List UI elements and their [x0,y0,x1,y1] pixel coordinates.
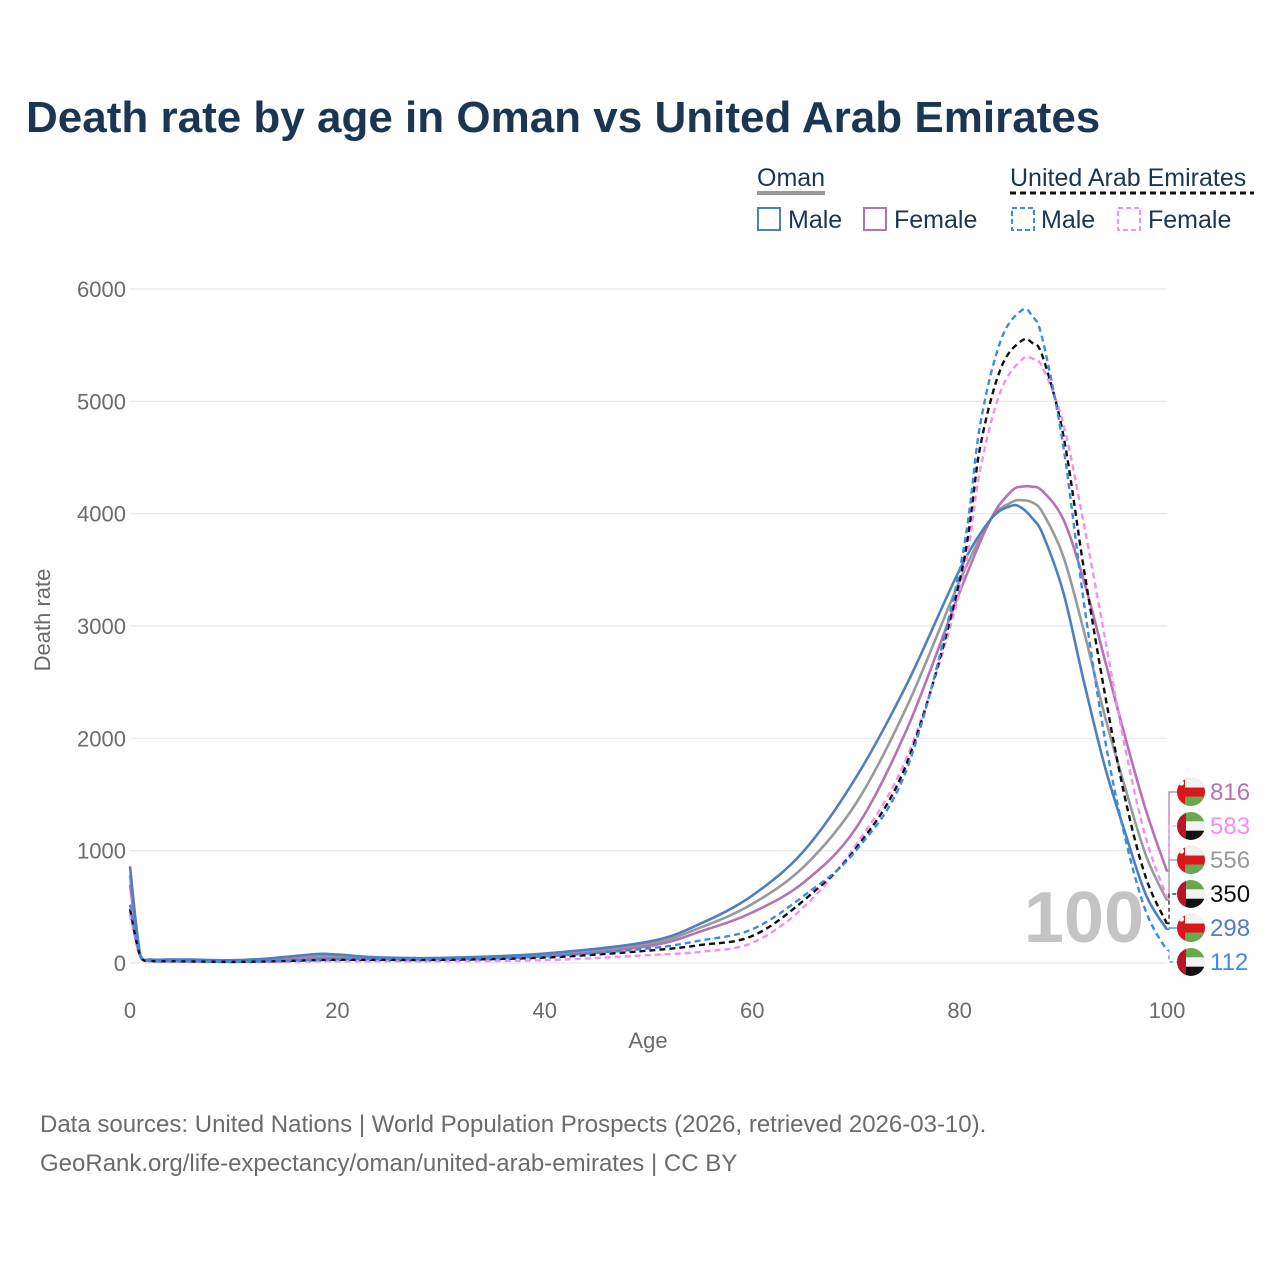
y-tick-3000: 3000 [77,614,126,639]
legend-uae-male: Male [1041,206,1095,234]
end-connector-uae-total [1167,893,1177,925]
y-tick-4000: 4000 [77,502,126,527]
legend-uae-female-swatch [1117,207,1141,231]
series-line-oman-total [128,498,1169,962]
end-value-oman-total: 556 [1210,847,1250,874]
x-tick-60: 60 [740,998,764,1023]
series-line-uae-female [128,355,1169,964]
series-line-oman-male [128,503,1169,962]
end-value-uae-total: 350 [1210,881,1250,908]
series-line-oman-female [128,484,1169,963]
oman-flag-icon [1177,846,1205,874]
uae-flag-icon [1177,880,1205,908]
oman-flag-icon [1177,778,1205,806]
x-tick-40: 40 [533,998,557,1023]
legend-oman-male: Male [788,206,842,234]
x-tick-100: 100 [1149,998,1186,1023]
legend-oman-female: Female [894,206,977,234]
grid [130,288,1167,964]
end-value-uae-male: 112 [1210,949,1248,976]
y-tick-2000: 2000 [77,726,126,751]
oman-flag-icon [1177,914,1205,942]
end-connector-oman-total [1167,859,1177,902]
x-axis-ticks: 0 20 40 60 80 100 [124,998,1185,1023]
current-age-label: 100 [1024,878,1144,958]
y-tick-5000: 5000 [77,389,126,414]
y-tick-6000: 6000 [77,277,126,302]
y-axis-label: Death rate [30,569,55,672]
uae-flag-icon [1177,948,1205,976]
end-connector-oman-male [1167,927,1177,931]
x-tick-80: 80 [947,998,971,1023]
y-tick-1000: 1000 [77,839,126,864]
uae-flag-icon [1177,812,1205,840]
x-tick-0: 0 [124,998,136,1023]
end-labels: 816 583 556 350 298 112 [1167,778,1250,976]
series-line-uae-male [128,307,1169,963]
legend: Oman Male Female United Arab Emirates Ma… [757,164,1254,234]
end-value-oman-male: 298 [1210,915,1250,942]
x-tick-20: 20 [325,998,349,1023]
series [128,307,1169,964]
x-axis-label: Age [628,1028,667,1053]
end-value-uae-female: 583 [1210,813,1250,840]
legend-uae-male-swatch [1011,207,1035,231]
y-axis-ticks: 0 1000 2000 3000 4000 5000 6000 [77,277,126,976]
chart-title: Death rate by age in Oman vs United Arab… [26,93,1100,142]
source-line-1: Data sources: United Nations | World Pop… [40,1111,986,1138]
series-line-uae-total [128,337,1169,964]
end-value-oman-female: 816 [1210,779,1250,806]
y-tick-0: 0 [114,951,126,976]
end-connector-uae-male [1167,949,1177,963]
legend-oman-female-swatch [863,207,887,231]
legend-group-oman: Oman [757,164,825,192]
legend-group-uae: United Arab Emirates [1010,164,1246,192]
end-connector-oman-female [1167,791,1177,872]
legend-oman-male-swatch [757,207,781,231]
source-line-2: GeoRank.org/life-expectancy/oman/united-… [40,1150,737,1177]
legend-uae-female: Female [1148,206,1231,234]
